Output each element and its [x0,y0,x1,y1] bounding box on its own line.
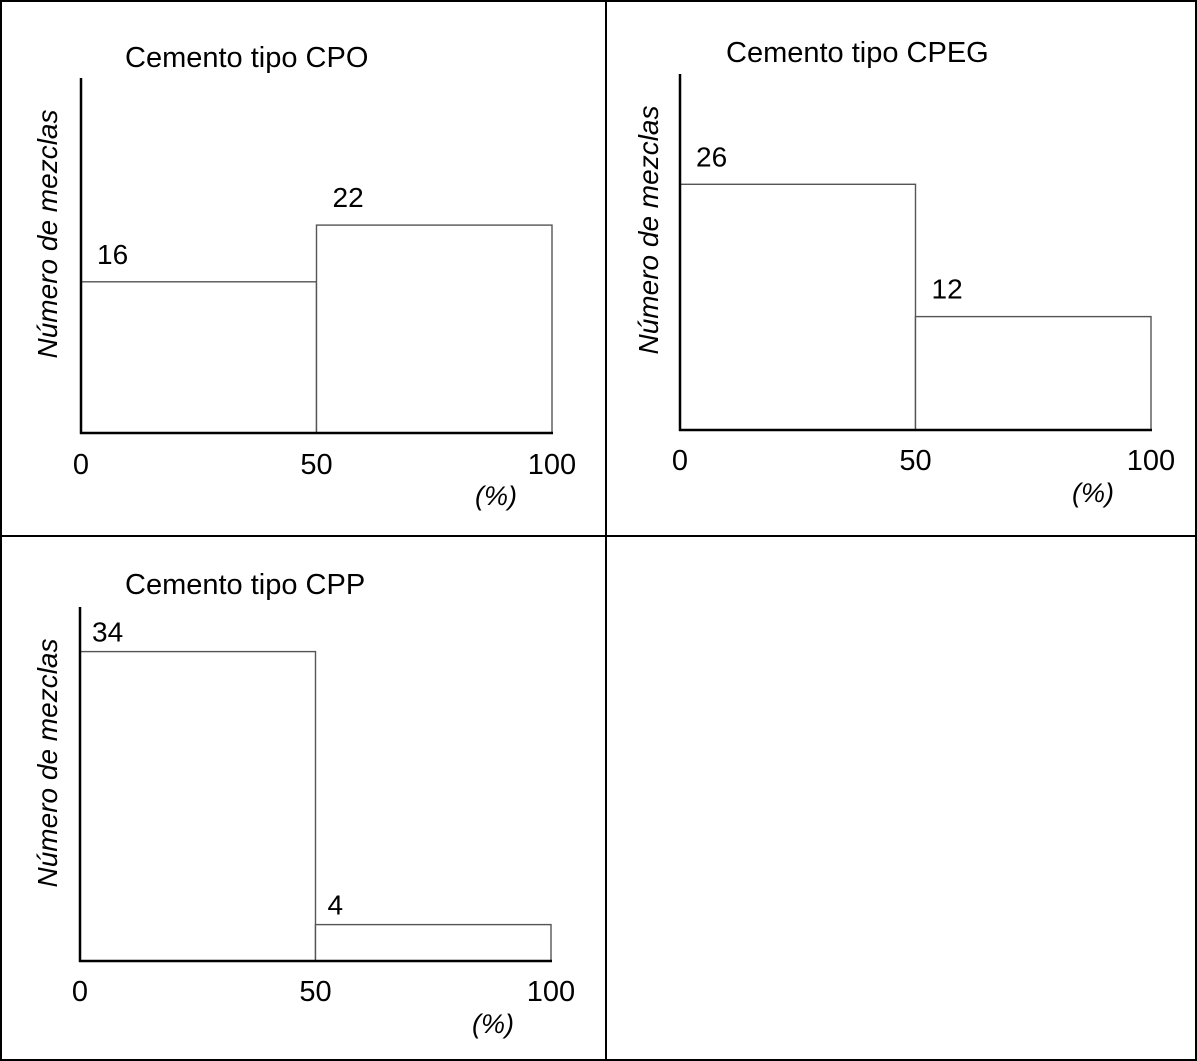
x-tick-label-1: 0 [72,976,88,1008]
x-tick-label-1: 0 [73,449,89,481]
chart-panel-1: 16 22 0 50 100 Cemento tipo CPO Número de mezc… [32,42,576,511]
data-label-2: 22 [333,182,364,213]
y-axis-label: Número de mezclas [32,639,63,888]
y-axis-label: Número de mezclas [32,110,63,359]
x-tick-label-3: 100 [527,976,575,1008]
x-axis-label: (%) [472,1009,514,1039]
x-tick-label-1: 0 [672,445,688,477]
x-tick-label-2: 50 [299,976,331,1008]
data-label-1: 16 [97,239,128,270]
x-axis-label: (%) [1072,478,1114,508]
chart-title: Cemento tipo CPEG [726,37,989,69]
bar-2 [317,225,553,433]
x-tick-label-3: 100 [1127,445,1175,477]
data-label-2: 12 [932,274,963,305]
data-label-1: 34 [92,617,123,648]
x-tick-label-2: 50 [300,449,332,481]
x-axis-label: (%) [475,481,517,511]
bar-2 [916,317,1152,430]
chart-panel-3: 34 4 0 50 100 Cemento tipo CPP Número de mezcl… [32,569,575,1039]
bar-2 [316,925,552,961]
bar-1 [680,184,916,430]
x-tick-label-2: 50 [899,445,931,477]
chart-panel-2: 26 12 0 50 100 Cemento tipo CPEG Número de mez… [633,37,1175,508]
chart-title: Cemento tipo CPO [125,42,368,74]
data-label-1: 26 [696,141,727,172]
chart-title: Cemento tipo CPP [125,569,365,601]
bar-1 [81,282,317,433]
y-axis-label: Número de mezclas [633,106,664,355]
data-label-2: 4 [328,890,344,921]
x-tick-label-3: 100 [528,449,576,481]
charts: 16 22 0 50 100 Cemento tipo CPO Número de mezc… [32,37,1175,1039]
bar-1 [80,652,316,961]
